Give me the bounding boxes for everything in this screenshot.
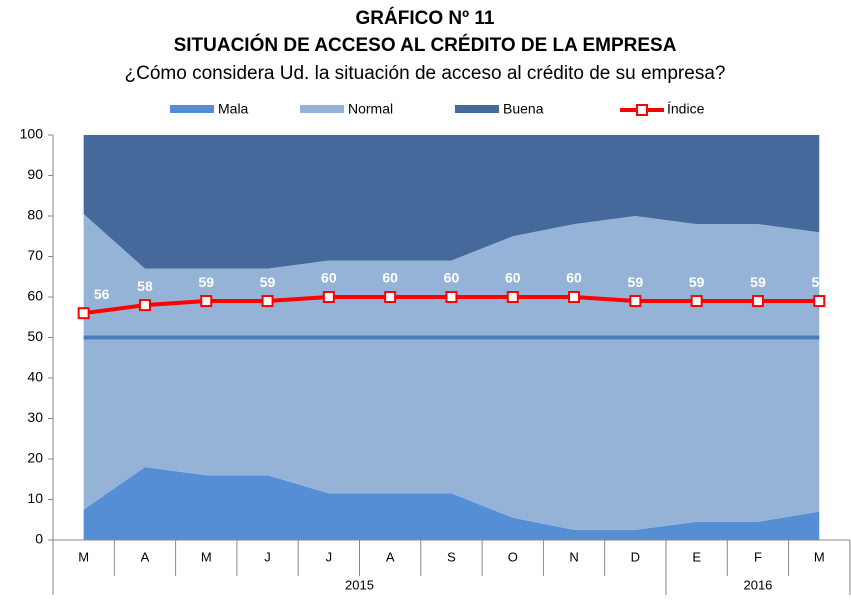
index-marker	[629, 295, 642, 308]
x-tick-label: F	[754, 549, 762, 564]
index-marker	[445, 291, 458, 303]
data-label: 60	[321, 270, 337, 286]
y-tick-label: 10	[27, 490, 43, 506]
index-marker	[506, 291, 519, 303]
y-tick-label: 70	[27, 247, 43, 263]
x-tick-label: A	[141, 549, 150, 564]
legend-label: Mala	[218, 101, 249, 117]
index-marker	[751, 295, 764, 308]
chart-subtitle: SITUACIÓN DE ACCESO AL CRÉDITO DE LA EMP…	[174, 34, 677, 56]
legend-marker	[636, 104, 648, 116]
data-label: 59	[260, 274, 276, 290]
group-label: 2016	[743, 577, 772, 592]
area	[83, 135, 820, 269]
area	[83, 213, 820, 530]
data-label: 59	[750, 274, 766, 290]
x-tick-label: J	[264, 549, 271, 564]
data-label: 56	[94, 286, 110, 302]
index-marker	[77, 307, 90, 320]
x-tick-label: N	[569, 549, 578, 564]
index-marker	[200, 295, 213, 308]
data-label: 60	[505, 270, 521, 286]
y-tick-label: 30	[27, 409, 43, 425]
y-tick-label: 50	[27, 328, 43, 344]
group-label: 2015	[345, 577, 374, 592]
data-label: 58	[137, 278, 153, 294]
legend-label: Índice	[667, 101, 705, 117]
data-label: 59	[811, 274, 827, 290]
legend-swatch	[455, 105, 499, 113]
index-marker	[384, 291, 397, 303]
area	[83, 467, 820, 540]
data-label: 59	[689, 274, 705, 290]
x-tick-label: M	[78, 549, 89, 564]
y-tick-label: 0	[35, 531, 43, 547]
x-tick-label: M	[201, 549, 212, 564]
y-tick-label: 100	[20, 126, 44, 142]
data-label: 59	[628, 274, 644, 290]
legend-swatch	[300, 105, 344, 113]
y-tick-label: 60	[27, 288, 43, 304]
y-tick-label: 90	[27, 166, 43, 182]
y-tick-label: 20	[27, 450, 43, 466]
index-marker	[322, 291, 335, 303]
legend-label: Buena	[503, 101, 544, 117]
chart-title: GRÁFICO Nº 11	[356, 7, 495, 29]
index-marker	[138, 299, 151, 312]
index-marker	[261, 295, 274, 308]
index-marker	[813, 295, 826, 308]
data-label: 60	[566, 270, 582, 286]
x-tick-label: S	[447, 549, 456, 564]
x-tick-label: O	[508, 549, 518, 564]
x-tick-label: J	[326, 549, 333, 564]
y-tick-label: 80	[27, 207, 43, 223]
legend-swatch	[170, 105, 214, 113]
x-tick-label: D	[631, 549, 640, 564]
x-tick-label: E	[692, 549, 701, 564]
data-label: 60	[444, 270, 460, 286]
data-label: 60	[382, 270, 398, 286]
legend-label: Normal	[348, 101, 393, 117]
x-tick-label: A	[386, 549, 395, 564]
data-label: 59	[198, 274, 214, 290]
chart-question: ¿Cómo considera Ud. la situación de acce…	[125, 63, 726, 84]
y-tick-label: 40	[27, 369, 43, 385]
index-marker	[568, 291, 581, 303]
index-marker	[690, 295, 703, 308]
x-tick-label: M	[814, 549, 825, 564]
